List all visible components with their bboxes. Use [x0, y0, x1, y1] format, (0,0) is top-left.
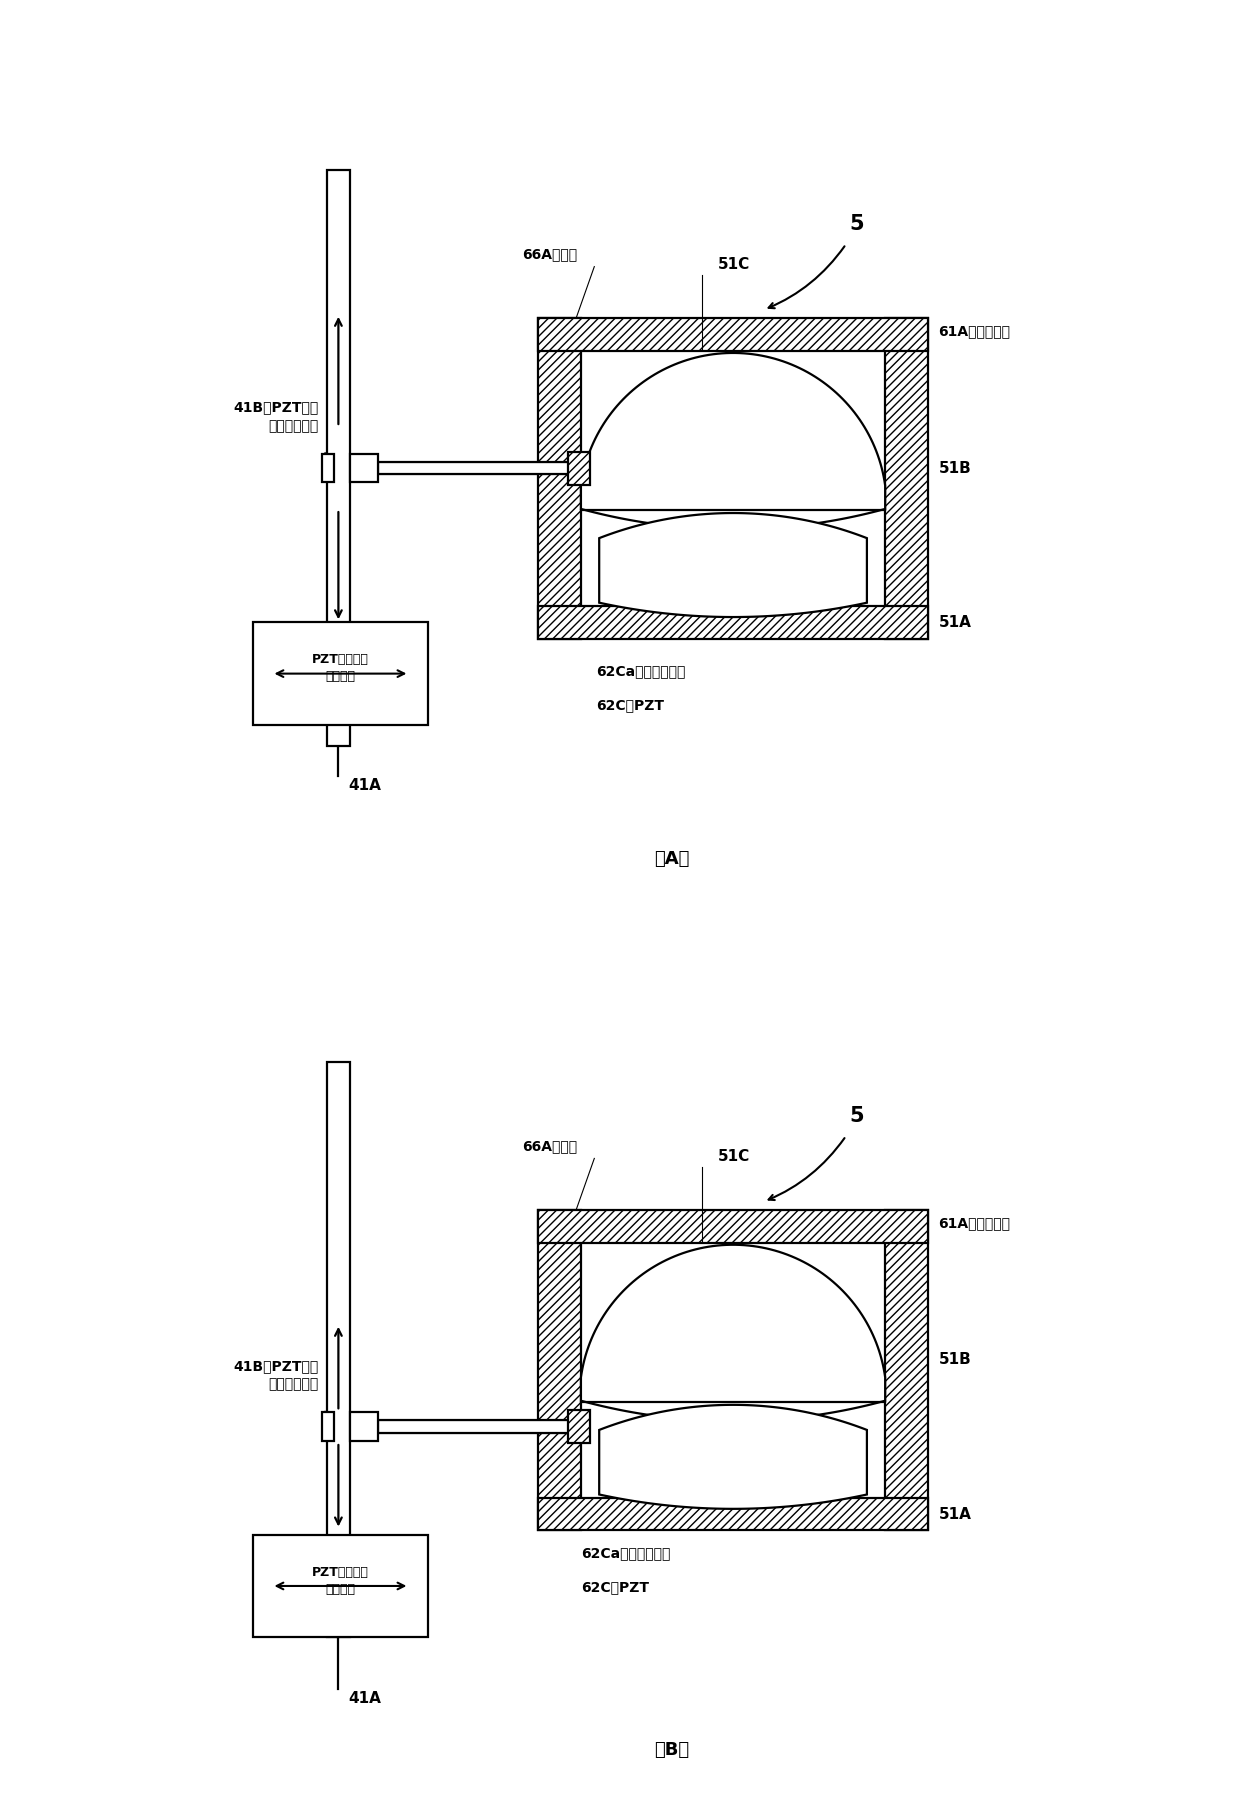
Text: 5: 5 [849, 213, 864, 233]
Text: 62C：PZT: 62C：PZT [596, 699, 665, 712]
Bar [538, 606, 929, 639]
Bar [253, 622, 428, 724]
Bar [350, 453, 378, 482]
Text: 5: 5 [849, 1105, 864, 1125]
Text: 41A: 41A [348, 779, 382, 794]
Bar [327, 169, 350, 746]
Polygon shape [582, 353, 885, 530]
Bar [582, 1243, 885, 1498]
Bar [538, 1498, 929, 1531]
Text: 51B: 51B [939, 460, 971, 475]
Bar [378, 462, 570, 475]
Text: 66A：孔部: 66A：孔部 [522, 1139, 578, 1154]
Text: （A）: （A） [653, 850, 689, 868]
Text: 66A：孔部: 66A：孔部 [522, 248, 578, 262]
Text: PZT水平方向
移动机构: PZT水平方向 移动机构 [312, 653, 368, 684]
Bar [322, 453, 335, 482]
Text: 62Ca：按压前端部: 62Ca：按压前端部 [596, 664, 686, 679]
Text: 41B：PZT上下
方向移动机构: 41B：PZT上下 方向移动机构 [233, 400, 319, 433]
Text: 41B：PZT上下
方向移动机构: 41B：PZT上下 方向移动机构 [233, 1360, 319, 1392]
Text: 51A: 51A [939, 615, 971, 630]
Bar [538, 318, 582, 639]
Text: 51C: 51C [718, 1148, 750, 1163]
Polygon shape [599, 513, 867, 617]
Polygon shape [582, 1245, 885, 1421]
Text: 61A：透镜镜筒: 61A：透镜镜筒 [939, 1216, 1011, 1230]
Bar [885, 318, 929, 639]
Text: 51C: 51C [718, 257, 750, 271]
Bar [538, 1210, 582, 1531]
Bar [582, 351, 885, 606]
Bar [885, 1210, 929, 1531]
Text: 61A：透镜镜筒: 61A：透镜镜筒 [939, 324, 1011, 339]
Text: 62Ca：按压前端部: 62Ca：按压前端部 [582, 1545, 671, 1560]
Bar [568, 1410, 590, 1443]
Bar [538, 318, 929, 351]
Text: 51A: 51A [939, 1507, 971, 1522]
Bar [253, 1534, 428, 1638]
Text: 62C：PZT: 62C：PZT [582, 1580, 649, 1594]
Text: （B）: （B） [653, 1742, 689, 1760]
Text: PZT水平方向
移动机构: PZT水平方向 移动机构 [312, 1565, 368, 1596]
Text: 41A: 41A [348, 1691, 382, 1705]
Bar [568, 451, 590, 484]
Bar [538, 1210, 929, 1243]
Polygon shape [599, 1405, 867, 1509]
Text: 51B: 51B [939, 1352, 971, 1367]
Bar [378, 1420, 570, 1432]
Bar [350, 1412, 378, 1441]
Bar [327, 1061, 350, 1638]
Bar [322, 1412, 335, 1441]
